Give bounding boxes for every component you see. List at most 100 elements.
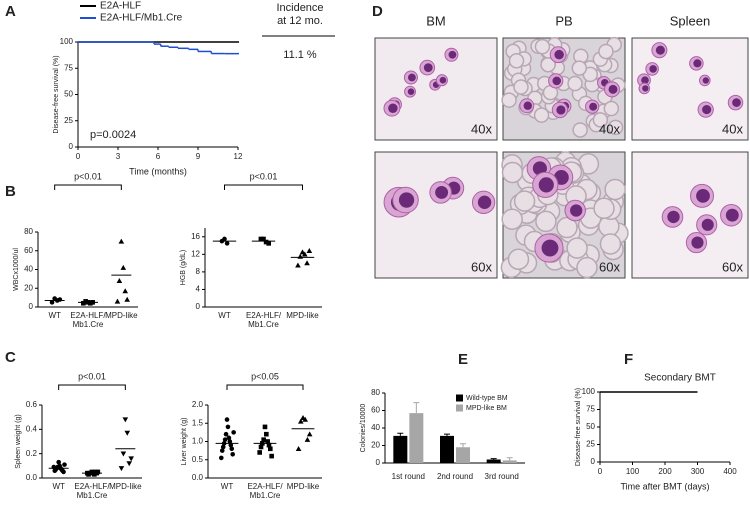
x-tick-label: E2A-HLF/ Mb1.Cre <box>74 483 110 500</box>
y-tick-label: 1.0 <box>192 437 204 446</box>
y-tick-label: 0 <box>591 457 596 466</box>
error-bar <box>490 458 497 460</box>
nucleus <box>732 98 741 107</box>
y-tick-label: 60 <box>371 406 380 415</box>
y-tick-label: 100 <box>60 37 74 46</box>
x-tick-label: WT <box>52 483 65 491</box>
incidence-value: 11.1 % <box>283 49 317 61</box>
y-tick-label: 20 <box>24 283 33 292</box>
rbc <box>576 256 598 279</box>
x-tick-label: MPD-like <box>105 312 138 320</box>
rbc <box>534 38 551 55</box>
data-point <box>61 469 66 475</box>
data-point <box>118 466 125 472</box>
data-point <box>262 424 268 430</box>
rbc <box>501 92 517 108</box>
data-point <box>304 436 311 442</box>
nucleus <box>570 204 583 217</box>
significance-bracket <box>224 184 303 190</box>
nucleus <box>642 85 649 92</box>
data-point <box>299 249 306 255</box>
nucleus <box>556 105 566 115</box>
data-point <box>126 461 133 467</box>
x-axis-title: Time (months) <box>129 166 187 176</box>
rbc <box>513 190 536 212</box>
magnification: 60x <box>471 259 492 274</box>
nucleus <box>423 63 433 73</box>
p-value: p<0.01 <box>78 371 106 381</box>
y-tick-label: 75 <box>64 63 73 72</box>
incidence-title: Incidence at 12 mo. <box>276 2 324 28</box>
micrograph <box>631 37 749 141</box>
rbc <box>567 75 583 92</box>
rbc <box>513 79 529 95</box>
x-tick-label: 400 <box>723 467 737 476</box>
panel-letter: E <box>458 351 468 368</box>
nucleus <box>477 195 492 210</box>
x-tick-label: 6 <box>156 152 161 161</box>
magnification: 60x <box>599 259 620 274</box>
nucleus <box>523 101 532 110</box>
micrograph <box>374 151 498 279</box>
y-tick-label: 60 <box>24 246 33 255</box>
column-header: Spleen <box>670 13 710 28</box>
nucleus <box>407 73 416 82</box>
magnification: 40x <box>722 121 743 136</box>
y-tick-label: 40 <box>371 423 380 432</box>
error-bar <box>413 402 420 414</box>
nucleus <box>702 77 709 84</box>
y-tick-label: 50 <box>64 90 73 99</box>
nucleus <box>448 50 457 59</box>
y-tick-label: 40 <box>24 265 33 274</box>
y-tick-label: 0.2 <box>26 449 38 458</box>
x-tick-label: 2nd round <box>437 472 473 481</box>
data-point <box>231 430 236 435</box>
legend-swatch <box>456 404 463 412</box>
bar <box>393 435 408 463</box>
nucleus <box>552 76 562 86</box>
legend-label: Wild-type BM <box>466 395 508 402</box>
x-tick-label: 1st round <box>392 472 425 481</box>
p-value: p=0.0024 <box>90 129 136 141</box>
x-tick-label: MPD-like <box>286 312 319 320</box>
data-point <box>116 277 123 283</box>
data-point <box>228 442 234 448</box>
chart-title: Secondary BMT <box>644 373 716 384</box>
y-axis-title: HGB (g/dL) <box>180 250 187 285</box>
x-tick-label-box: E2A-HLF/ Mb1.Cre <box>70 312 105 329</box>
x-tick-label-box: MPD-like <box>105 312 138 320</box>
x-tick-label-box: WT <box>52 483 65 491</box>
data-point <box>297 418 304 424</box>
data-point <box>118 238 125 244</box>
x-tick-label-box: E2A-HLF/ Mb1.Cre <box>74 483 110 500</box>
x-tick-label: E2A-HLF/ Mb1.Cre <box>245 312 282 329</box>
rbc <box>566 237 588 259</box>
rbc <box>592 112 609 128</box>
x-tick-label: MPD-like <box>109 483 142 491</box>
rbc <box>571 60 588 76</box>
data-point <box>230 451 235 457</box>
y-tick-label: 16 <box>191 232 200 241</box>
data-point <box>306 431 313 437</box>
panel-letter: D <box>372 3 383 20</box>
incidence-title-box: Incidence at 12 mo. <box>276 2 324 28</box>
nucleus <box>398 192 415 208</box>
y-axis-title: Colonies/10000 <box>360 404 367 453</box>
y-axis-title: Liver weight (g) <box>181 418 188 466</box>
nucleus <box>655 45 665 55</box>
data-point <box>92 472 97 477</box>
error-bar <box>397 432 404 436</box>
data-point <box>258 236 264 242</box>
rbc <box>556 216 578 239</box>
data-point <box>81 300 86 306</box>
data-point <box>304 260 310 266</box>
y-tick-label: 80 <box>24 227 33 236</box>
data-point <box>222 437 228 442</box>
legend-swatch <box>456 394 463 402</box>
x-tick-label-box: WT <box>221 483 233 491</box>
nucleus <box>388 103 398 113</box>
data-point <box>114 298 121 304</box>
x-tick-label-box: WT <box>48 312 60 320</box>
data-point <box>124 430 131 436</box>
